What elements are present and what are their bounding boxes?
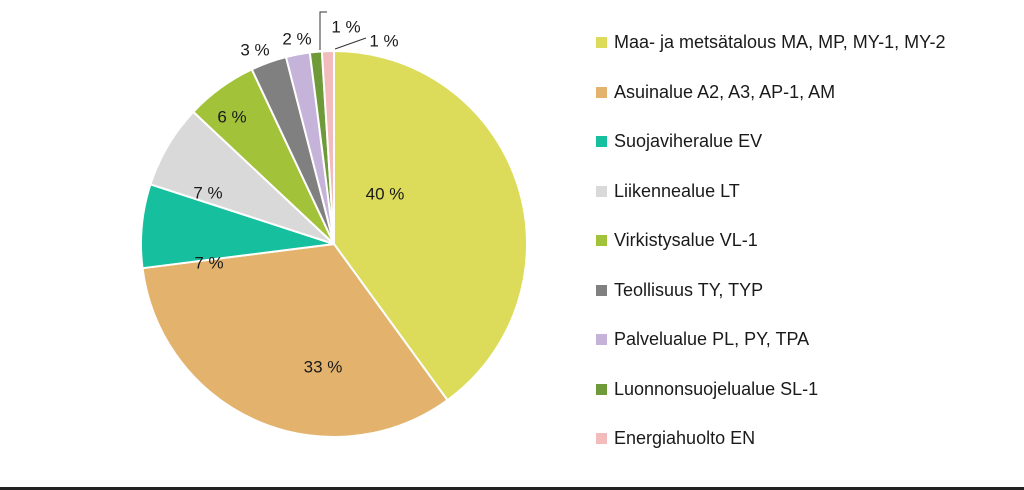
legend-item: Teollisuus TY, TYP <box>596 278 1016 328</box>
leader-line <box>319 11 327 50</box>
legend-label: Suojaviheralue EV <box>614 131 763 151</box>
legend-item: Suojaviheralue EV <box>596 129 1016 179</box>
legend-swatch <box>596 433 607 444</box>
legend-item: Luonnonsuojelualue SL-1 <box>596 377 1016 427</box>
legend-item: Palvelualue PL, PY, TPA <box>596 327 1016 377</box>
legend-item: Maa- ja metsätalous MA, MP, MY-1, MY-2 <box>596 30 1016 80</box>
pie-slice <box>320 49 335 245</box>
slice-value-label: 1 % <box>331 17 360 36</box>
legend-swatch <box>596 86 607 98</box>
legend-item: Virkistysalue VL-1 <box>596 228 1016 278</box>
legend-label: Virkistysalue VL-1 <box>614 230 758 250</box>
slice-value-label: 7 % <box>193 183 222 202</box>
slice-value-label: 2 % <box>282 29 311 48</box>
legend-swatch <box>596 383 607 395</box>
legend-item: Energiahuolto EN <box>596 426 1016 476</box>
slice-value-label: 7 % <box>194 253 223 272</box>
pie-slice <box>141 242 449 438</box>
legend-label: Asuinalue A2, A3, AP-1, AM <box>614 81 836 102</box>
legend-item: Asuinalue A2, A3, AP-1, AM <box>596 80 1016 130</box>
slice-value-label: 33 % <box>304 357 343 376</box>
slice-value-label: 3 % <box>240 40 269 59</box>
legend-swatch <box>596 334 607 345</box>
legend-label: Palvelualue PL, PY, TPA <box>614 329 810 349</box>
legend-label: Luonnonsuojelualue SL-1 <box>614 378 819 399</box>
legend-label: Maa- ja metsätalous MA, MP, MY-1, MY-2 <box>614 32 946 52</box>
legend-label: Liikennealue LT <box>614 180 740 201</box>
slice-value-label: 1 % <box>369 31 398 50</box>
legend-swatch <box>596 136 607 147</box>
legend: Maa- ja metsätalous MA, MP, MY-1, MY-2 As… <box>596 30 1016 476</box>
legend-label: Teollisuus TY, TYP <box>614 279 764 300</box>
legend-label: Energiahuolto EN <box>614 428 756 448</box>
leader-line <box>334 37 367 50</box>
legend-swatch <box>596 185 607 197</box>
legend-swatch <box>596 235 607 246</box>
legend-item: Liikennealue LT <box>596 179 1016 229</box>
slice-value-label: 6 % <box>217 107 246 126</box>
pie-chart: 40 % 33 % 7 % 7 % 6 % 3 % 2 % 1 % 1 % <box>140 11 528 438</box>
legend-swatch <box>596 37 607 48</box>
pie-slice <box>333 49 528 402</box>
bottom-divider <box>0 487 1024 490</box>
slice-value-label: 40 % <box>366 184 405 203</box>
legend-swatch <box>596 284 607 296</box>
